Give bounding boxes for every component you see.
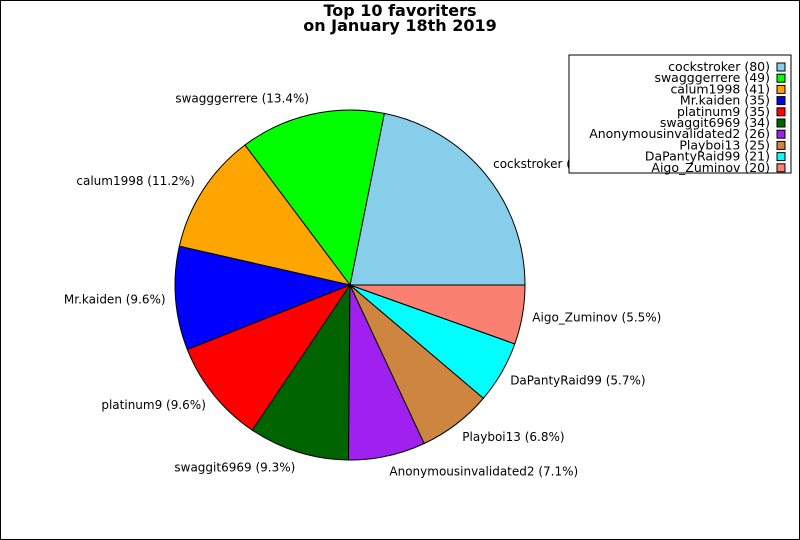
legend-label-swaggit6969: swaggit6969 (34) bbox=[660, 115, 770, 130]
legend-swatch-cockstroker bbox=[776, 62, 786, 72]
slice-label-calum1998: calum1998 (11.2%) bbox=[76, 174, 194, 188]
legend-label-swagggerrere: swagggerrere (49) bbox=[654, 70, 770, 85]
slice-label-platinum9: platinum9 (9.6%) bbox=[101, 398, 206, 412]
slice-label-swagggerrere: swagggerrere (13.4%) bbox=[175, 92, 309, 106]
legend-swatch-dapantyraid99 bbox=[776, 152, 786, 162]
legend-label-anonymousinvalidated2: Anonymousinvalidated2 (26) bbox=[589, 126, 770, 141]
pie-slice-platinum9 bbox=[186, 283, 352, 431]
slice-label-anonymousinvalidated2: Anonymousinvalidated2 (7.1%) bbox=[389, 465, 578, 479]
slice-label-aigo-zuminov: Aigo_Zuminov (5.5%) bbox=[532, 311, 661, 325]
legend: cockstroker (80)swagggerrere (49)calum19… bbox=[568, 54, 792, 175]
pie-slice-calum1998 bbox=[178, 144, 352, 286]
legend-swatch-mr-kaiden bbox=[776, 96, 786, 106]
chart-title-line-2: on January 18th 2019 bbox=[303, 16, 497, 35]
pie-slice-swaggit6969 bbox=[251, 283, 351, 461]
slice-label-playboi13: Playboi13 (6.8%) bbox=[462, 430, 564, 444]
legend-swatch-calum1998 bbox=[776, 84, 786, 94]
legend-swatch-swagggerrere bbox=[776, 73, 786, 83]
legend-box bbox=[568, 54, 792, 174]
slice-label-swaggit6969: swaggit6969 (9.3%) bbox=[174, 460, 295, 474]
chart-title-line-1: Top 10 favoriters bbox=[323, 1, 476, 20]
legend-swatch-aigo-zuminov bbox=[776, 163, 786, 173]
legend-swatch-swaggit6969 bbox=[776, 118, 786, 128]
pie-slice-cockstroker bbox=[349, 112, 526, 286]
pie-slice-aigo-zuminov bbox=[349, 284, 526, 345]
legend-label-calum1998: calum1998 (41) bbox=[670, 81, 770, 96]
legend-label-dapantyraid99: DaPantyRaid99 (21) bbox=[645, 149, 770, 164]
legend-label-cockstroker: cockstroker (80) bbox=[668, 59, 770, 74]
legend-label-aigo-zuminov: Aigo_Zuminov (20) bbox=[651, 160, 770, 175]
legend-label-platinum9: platinum9 (35) bbox=[677, 104, 770, 119]
pie-slice-mr-kaiden bbox=[174, 245, 352, 351]
slice-label-dapantyraid99: DaPantyRaid99 (5.7%) bbox=[510, 374, 645, 388]
legend-label-playboi13: Playboi13 (25) bbox=[679, 137, 770, 152]
legend-swatch-anonymousinvalidated2 bbox=[776, 129, 786, 139]
legend-swatch-playboi13 bbox=[776, 140, 786, 150]
pie-slices bbox=[174, 109, 526, 461]
legend-swatch-platinum9 bbox=[776, 107, 786, 117]
legend-label-mr-kaiden: Mr.kaiden (35) bbox=[680, 93, 770, 108]
slice-label-mr-kaiden: Mr.kaiden (9.6%) bbox=[64, 293, 166, 307]
pie-slice-swagggerrere bbox=[244, 109, 385, 287]
